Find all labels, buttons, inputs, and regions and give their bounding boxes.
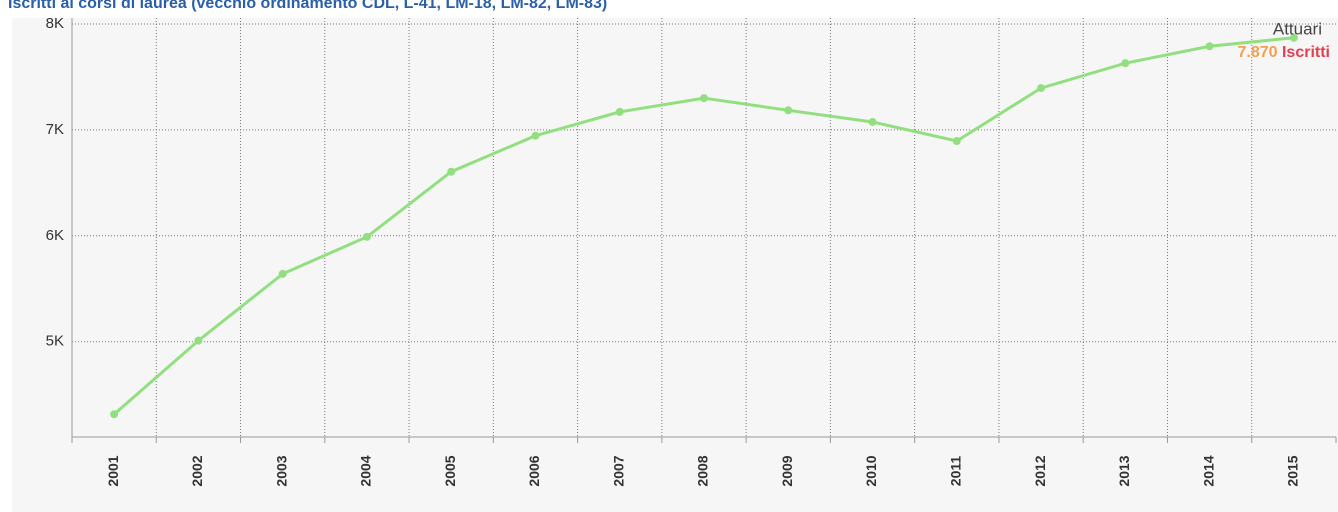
legend-value-label: 7.870 <box>1237 44 1277 61</box>
x-tick-label: 2014 <box>1200 455 1216 486</box>
x-tick-label: 2001 <box>105 455 121 486</box>
data-point <box>194 336 203 345</box>
x-tick-label: 2013 <box>1116 455 1132 486</box>
x-tick-label: 2007 <box>610 455 626 486</box>
data-point <box>952 137 961 146</box>
x-tick-label: 2010 <box>863 455 879 486</box>
data-point <box>868 117 877 126</box>
y-tick-label: 6K <box>46 227 64 244</box>
chart-background <box>12 18 1338 512</box>
x-tick-label: 2005 <box>442 455 458 486</box>
y-tick-label: 5K <box>46 333 64 350</box>
data-point <box>1037 84 1046 93</box>
legend-value: 7.870 Iscritti <box>1237 44 1330 61</box>
data-point <box>1289 33 1298 42</box>
data-point <box>362 232 371 241</box>
data-point <box>278 269 287 278</box>
x-tick-label: 2009 <box>779 455 795 486</box>
x-tick-label: 2008 <box>695 455 711 486</box>
data-point <box>784 106 793 115</box>
data-point <box>1121 59 1130 68</box>
data-point <box>447 167 456 176</box>
legend-unit: Iscritti <box>1282 44 1330 61</box>
x-tick-label: 2015 <box>1285 455 1301 486</box>
x-tick-label: 2004 <box>358 455 374 486</box>
chart-title: Iscritti ai corsi di laurea (vecchio ord… <box>8 0 607 12</box>
x-tick-label: 2011 <box>948 456 964 487</box>
data-point <box>110 410 119 419</box>
y-tick-label: 8K <box>46 15 64 32</box>
data-point <box>1205 42 1214 51</box>
data-point <box>700 94 708 103</box>
x-tick-label: 2012 <box>1032 455 1048 486</box>
data-point <box>531 131 540 140</box>
x-tick-label: 2002 <box>189 455 205 486</box>
data-point <box>615 107 624 116</box>
x-tick-label: 2006 <box>526 455 542 486</box>
legend-name: Attuari <box>1273 19 1322 38</box>
y-tick-label: 7K <box>46 121 64 138</box>
x-tick-label: 2003 <box>273 455 289 486</box>
